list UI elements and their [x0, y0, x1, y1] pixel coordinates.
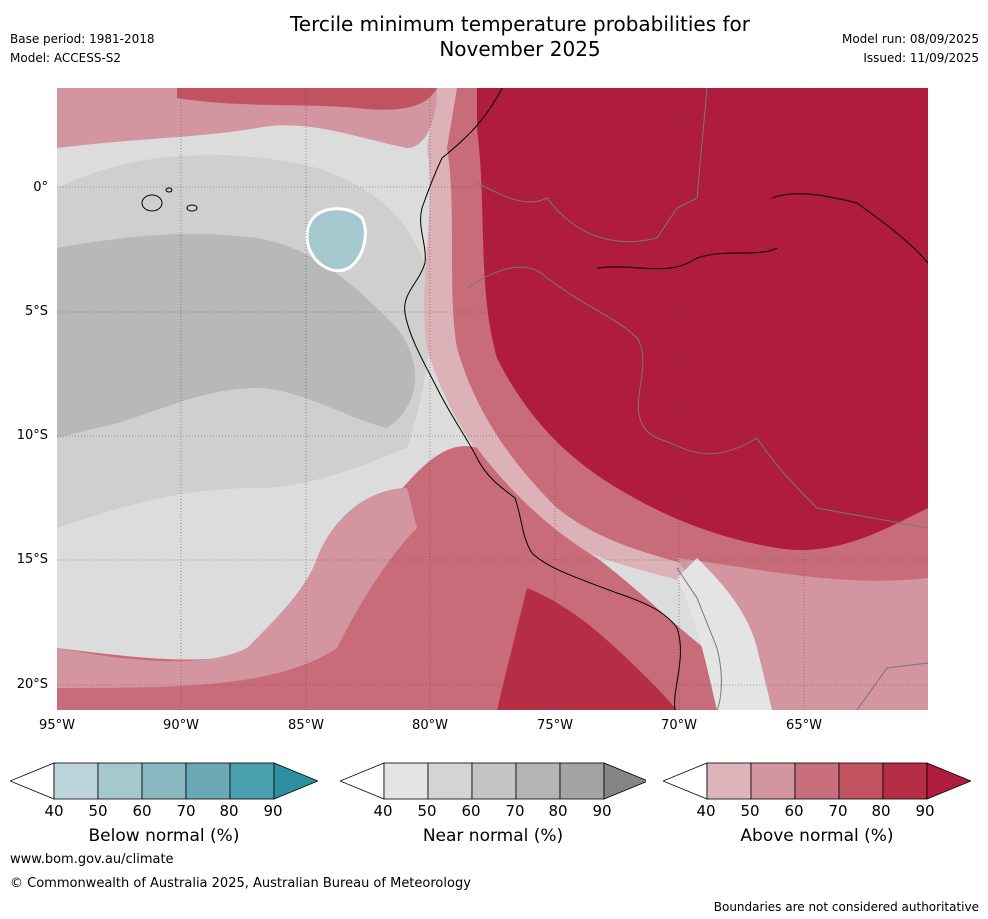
- cb-above-low-triangle: [663, 762, 708, 800]
- lat-label-0: 0°: [33, 180, 48, 195]
- cb-near-low-triangle: [340, 762, 385, 800]
- above-normal-dark: [477, 88, 928, 550]
- cb-near-box-3: [471, 762, 517, 800]
- lon-label-90w: 90°W: [163, 718, 199, 733]
- country-borders: [466, 88, 928, 710]
- cb-below-tick-40: 40: [44, 802, 64, 820]
- cb-near-high-triangle: [603, 762, 646, 800]
- lon-label-95w: 95°W: [39, 718, 75, 733]
- graticule: [57, 88, 928, 710]
- cb-near-tick-70: 70: [505, 802, 525, 820]
- map-title: Tercile minimum temperature probabilitie…: [250, 12, 790, 62]
- cb-above-tick-80: 80: [871, 802, 891, 820]
- cb-below-high-triangle: [273, 762, 318, 800]
- cb-above-tick-70: 70: [828, 802, 848, 820]
- cb-below-low-triangle: [10, 762, 55, 800]
- footer-url: www.bom.gov.au/climate: [10, 852, 174, 867]
- colorbar-above: [663, 762, 971, 800]
- cb-near-tick-90: 90: [592, 802, 612, 820]
- coastline: [404, 88, 681, 710]
- cb-near-tick-80: 80: [548, 802, 568, 820]
- lon-label-75w: 75°W: [537, 718, 573, 733]
- cb-above-box-3: [794, 762, 840, 800]
- below-normal-blob: [305, 207, 367, 272]
- lat-label-20s: 20°S: [16, 677, 48, 692]
- cb-above-box-1: [706, 762, 752, 800]
- cb-below-box-4: [185, 762, 231, 800]
- cb-near-tick-40: 40: [373, 802, 393, 820]
- model-run: Model run: 08/09/2025: [841, 32, 979, 46]
- base-period: Base period: 1981-2018: [10, 32, 155, 46]
- cb-below-tick-80: 80: [219, 802, 239, 820]
- above-normal-top-band: [177, 88, 437, 110]
- footer-copyright: © Commonwealth of Australia 2025, Austra…: [10, 876, 471, 891]
- cb-near-title: Near normal (%): [422, 826, 564, 846]
- probability-map: [57, 88, 928, 710]
- cb-below-box-2: [97, 762, 143, 800]
- lat-label-15s: 15°S: [16, 552, 48, 567]
- model-name: Model: ACCESS-S2: [10, 51, 122, 65]
- cb-below-box-1: [53, 762, 99, 800]
- cb-below-tick-90: 90: [263, 802, 283, 820]
- galapagos-islands: [141, 187, 198, 212]
- cb-near-box-2: [427, 762, 473, 800]
- lon-label-65w: 65°W: [786, 718, 822, 733]
- cb-near-box-1: [383, 762, 429, 800]
- cb-below-box-3: [141, 762, 187, 800]
- footer-note: Boundaries are not considered authoritat…: [713, 900, 979, 914]
- cb-above-tick-40: 40: [696, 802, 716, 820]
- cb-above-tick-90: 90: [915, 802, 935, 820]
- cb-below-tick-60: 60: [132, 802, 152, 820]
- near-normal-coast-strip: [677, 558, 772, 710]
- cb-above-tick-60: 60: [784, 802, 804, 820]
- cb-above-box-2: [750, 762, 796, 800]
- amazon-river: [596, 193, 928, 270]
- lon-label-85w: 85°W: [288, 718, 324, 733]
- above-normal-south-light: [57, 488, 417, 688]
- cb-above-tick-50: 50: [740, 802, 760, 820]
- cb-above-box-4: [838, 762, 884, 800]
- cb-above-high-triangle: [926, 762, 971, 800]
- lat-label-10s: 10°S: [16, 428, 48, 443]
- lat-label-5s: 5°S: [24, 304, 48, 319]
- above-normal-south-dark: [497, 588, 677, 710]
- cb-above-box-5: [882, 762, 928, 800]
- cb-near-tick-60: 60: [461, 802, 481, 820]
- cb-near-box-5: [559, 762, 605, 800]
- cb-near-box-4: [515, 762, 561, 800]
- cb-below-title: Below normal (%): [88, 826, 240, 846]
- lon-label-80w: 80°W: [412, 718, 448, 733]
- title-line-2: November 2025: [439, 37, 601, 61]
- colorbar-below: [10, 762, 318, 800]
- cb-near-tick-50: 50: [417, 802, 437, 820]
- cb-above-title: Above normal (%): [740, 826, 894, 846]
- issued-date: Issued: 11/09/2025: [863, 51, 979, 65]
- title-line-1: Tercile minimum temperature probabilitie…: [289, 12, 751, 36]
- above-normal-south-east: [677, 558, 928, 710]
- cb-below-tick-50: 50: [88, 802, 108, 820]
- lon-label-70w: 70°W: [661, 718, 697, 733]
- colorbar-near: [340, 762, 646, 800]
- cb-below-box-5: [229, 762, 275, 800]
- cb-below-tick-70: 70: [176, 802, 196, 820]
